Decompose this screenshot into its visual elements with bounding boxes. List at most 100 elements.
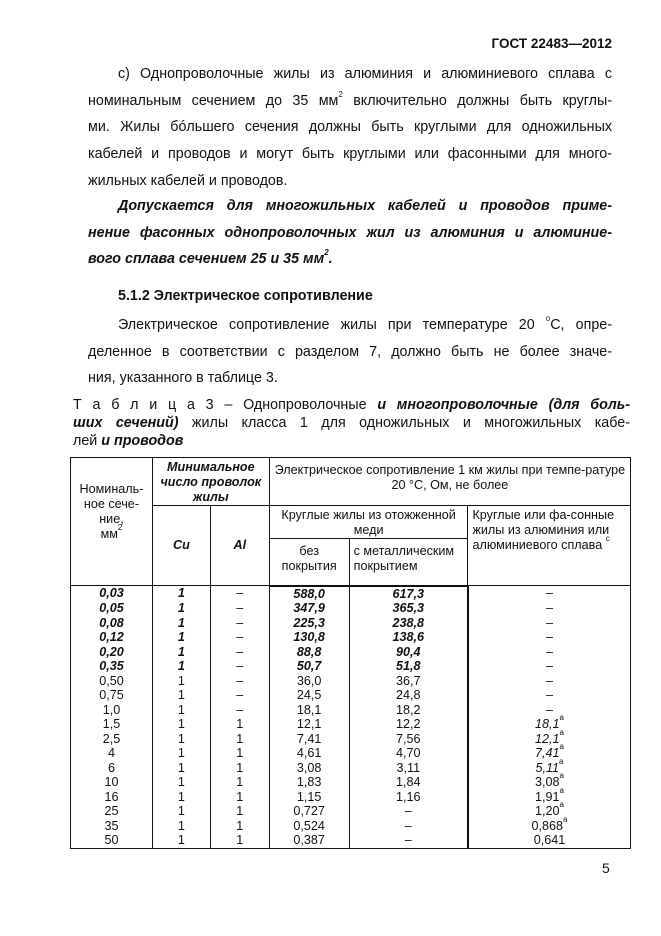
al-cell: – xyxy=(209,615,270,630)
coated-cell: 3,11 xyxy=(348,760,469,775)
header-coated: с металлическим покрытием xyxy=(348,538,469,587)
section-cell: 10 xyxy=(70,775,153,790)
cell-text: 588,0 xyxy=(293,586,325,601)
bare-cell: 0,387 xyxy=(268,833,350,849)
bare-cell: 7,41 xyxy=(268,731,350,746)
section-cell: 50 xyxy=(70,833,153,849)
cell-text: – xyxy=(236,586,244,601)
cell-text: 130,8 xyxy=(293,630,325,644)
table-row: 0,03 1 – 588,0 617,3 – xyxy=(70,585,631,601)
bare-cell: 347,9 xyxy=(268,601,350,616)
section-cell: 0,20 xyxy=(70,644,153,659)
section-cell: 0,05 xyxy=(70,601,153,616)
cell-text: 0,641 xyxy=(533,833,566,847)
cell-text: 12,1 xyxy=(296,717,322,731)
cell-text: 0,50 xyxy=(99,673,124,688)
table-row: 0,35 1 – 50,7 51,8 – xyxy=(70,659,631,674)
cu-cell: 1 xyxy=(151,804,211,819)
cell-text: 18,2 xyxy=(396,702,421,717)
cell-text: 1 xyxy=(236,789,244,804)
header-al: Al xyxy=(209,505,270,586)
text: номинальным сечением до 35 мм xyxy=(88,92,339,109)
coated-cell: 24,8 xyxy=(348,688,469,703)
cu-cell: 1 xyxy=(151,601,211,616)
al-cell: – xyxy=(209,659,270,674)
cell-text: 617,3 xyxy=(392,586,425,601)
cu-cell: 1 xyxy=(151,702,211,717)
table-row: 0,50 1 – 36,0 36,7 – xyxy=(70,673,631,688)
superscript: 2 xyxy=(324,248,329,258)
table-row: 16 1 1 1,15 1,16 1,91a xyxy=(70,786,631,804)
header-cu: Cu xyxy=(151,505,211,586)
cell-text: 238,8 xyxy=(392,615,425,630)
text: жилы класса 1 для одножильных и многожил… xyxy=(178,415,630,431)
section-cell: 2,5 xyxy=(70,731,153,746)
al-cell: – xyxy=(209,673,270,688)
table-row: 4 1 1 4,61 4,70 7,41a xyxy=(70,743,631,761)
cell-text: – xyxy=(236,659,244,673)
header-resistance: Электрическое сопротивление 1 км жилы пр… xyxy=(268,457,632,506)
superscript: 2 xyxy=(338,89,343,99)
cell-text: 1,0 xyxy=(102,702,121,717)
aluminium-cell: – xyxy=(467,659,631,674)
cell-text: 1 xyxy=(177,789,185,804)
cell-text: 5,11 xyxy=(535,760,560,775)
cell-text: 1 xyxy=(177,804,185,818)
cell-text: 1 xyxy=(236,818,244,833)
al-cell: – xyxy=(209,688,270,703)
cell-text: 1 xyxy=(236,760,244,775)
text: включительно должны быть круглы- xyxy=(342,92,613,109)
table-row: 0,20 1 – 88,8 90,4 – xyxy=(70,644,631,659)
coated-cell: 365,3 xyxy=(348,601,469,616)
cu-cell: 1 xyxy=(151,833,211,849)
cell-text: 2,5 xyxy=(102,731,121,746)
cell-text: – xyxy=(545,702,553,717)
footnote-marker: a xyxy=(559,800,564,809)
caption-label: Т а б л и ц а 3 – xyxy=(73,397,244,413)
cell-text: 36,7 xyxy=(396,673,421,688)
cell-text: 0,03 xyxy=(99,586,124,601)
table-row: 1,0 1 – 18,1 18,2 – xyxy=(70,702,631,717)
cell-text: 3,08 xyxy=(296,760,322,775)
superscript: c xyxy=(605,534,610,543)
aluminium-cell: – xyxy=(467,673,631,688)
footnote-marker: a xyxy=(563,814,568,824)
section-cell: 0,08 xyxy=(70,615,153,630)
text: С, опре- xyxy=(550,317,612,333)
cell-text: – xyxy=(236,702,244,717)
bare-cell: 130,8 xyxy=(268,630,350,645)
cell-text: 35 xyxy=(104,818,119,833)
cell-text: 0,12 xyxy=(99,630,124,644)
aluminium-cell: 0,641 xyxy=(467,833,631,849)
al-cell: – xyxy=(209,702,270,717)
header-aluminium: Круглые или фа-сонные жилы из алюминия и… xyxy=(467,505,631,586)
aluminium-cell: – xyxy=(467,688,631,703)
document-id: ГОСТ 22483—2012 xyxy=(491,36,612,51)
aluminium-cell: 1,20a xyxy=(467,801,631,819)
table-row: 10 1 1 1,83 1,84 3,08a xyxy=(70,772,631,790)
al-cell: 1 xyxy=(209,717,270,732)
cell-text: 3,11 xyxy=(396,760,421,775)
coated-cell: 138,6 xyxy=(348,630,469,645)
text-line: жильных кабелей и проводов. xyxy=(88,172,288,189)
cell-text: 0,868 xyxy=(531,818,564,833)
table-row: 35 1 1 0,524 – 0,868a xyxy=(70,815,631,833)
cell-text: 1 xyxy=(236,731,244,746)
text-line: Электрическое сопротивление жилы при тем… xyxy=(88,312,612,339)
bare-cell: 588,0 xyxy=(268,585,350,601)
text-line: ми. Жилы бóльшего сечения должны быть кр… xyxy=(88,119,612,136)
heading-text: 5.1.2 Электрическое сопротивление xyxy=(118,288,373,304)
footnote-marker: a xyxy=(559,756,564,766)
cell-text: – xyxy=(545,659,553,673)
aluminium-cell: – xyxy=(467,585,631,601)
aluminium-cell: – xyxy=(467,630,631,645)
cell-text: – xyxy=(545,688,553,702)
section-cell: 35 xyxy=(70,818,153,833)
cell-text: 1,84 xyxy=(396,775,421,789)
text-line: кабелей и проводов и могут быть круглыми… xyxy=(88,146,612,163)
section-cell: 0,03 xyxy=(70,585,153,601)
resistance-table: Номиналь-ное сече-ние, мм2 Минимальное чи… xyxy=(70,457,632,849)
footnote-marker: a xyxy=(559,727,564,737)
section-cell: 0,35 xyxy=(70,659,153,674)
cell-text: 1,20 xyxy=(535,804,560,818)
